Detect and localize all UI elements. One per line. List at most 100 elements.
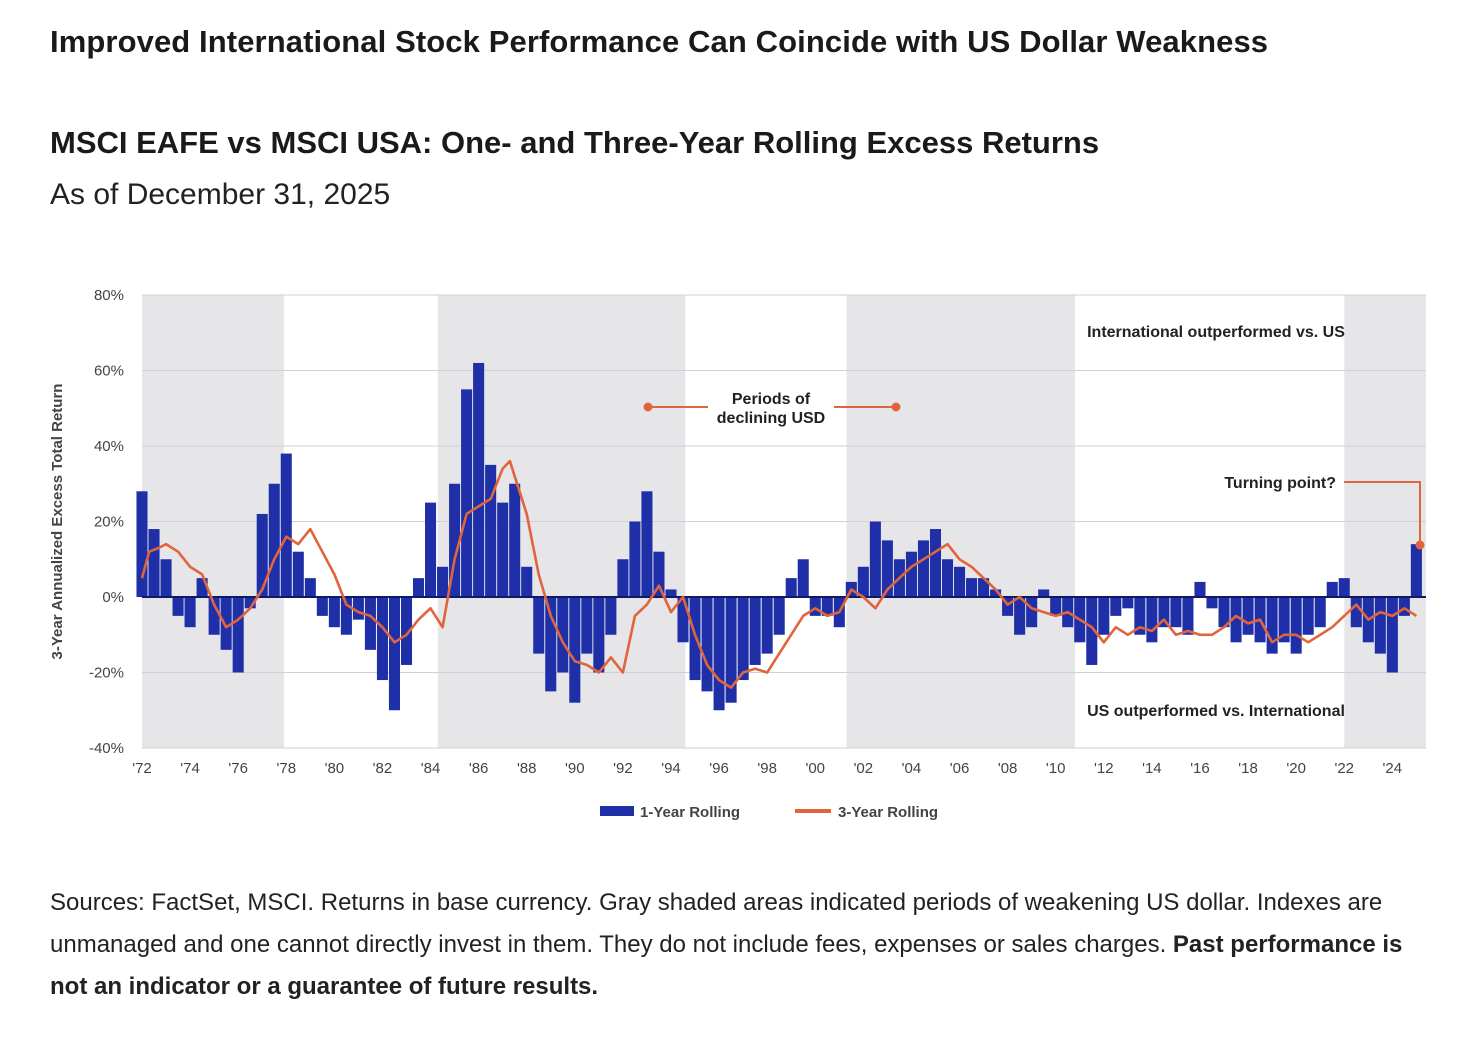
bar-1yr [641,491,653,597]
bar-1yr [388,597,401,711]
bar-1yr [1374,597,1386,654]
bar-1yr [1110,597,1122,616]
x-tick-label: '88 [517,760,537,777]
bar-1yr [316,597,328,616]
x-tick-label: '78 [276,760,296,777]
bar-1yr [256,513,268,597]
bar-1yr [304,578,316,597]
bar-1yr [1350,597,1362,628]
bar-1yr [232,597,244,673]
bar-1yr [1002,597,1014,616]
turning-point-annotation: Turning point? [1224,475,1425,550]
y-tick-label: -40% [89,740,124,757]
periods-annotation: Periods of declining USD [643,391,901,427]
bar-1yr [797,559,809,597]
bar-1yr [1158,597,1170,628]
bar-1yr [136,491,148,597]
bar-1yr [1182,597,1194,635]
bar-1yr [1146,597,1158,643]
bar-1yr [821,597,833,616]
gridlines [142,294,1426,749]
bar-1yr [941,559,954,597]
x-tick-label: '98 [757,760,777,777]
bar-1yr [1014,597,1026,635]
bar-1yr [1218,597,1230,628]
chart: 80% 60% 40% 20% 0% -20% -40% '72 '74 '76 '78 '80 '8… [49,287,1426,821]
bar-1yr [328,597,340,628]
y-tick-label: 80% [94,287,124,304]
x-tick-label: '20 [1286,760,1306,777]
bar-1yr [905,551,917,597]
bar-1yr [208,597,220,635]
periods-label-line1: Periods of [732,391,811,408]
bar-1yr [509,483,521,597]
legend: 1-Year Rolling 3-Year Rolling [600,804,938,821]
bar-1yr [1122,597,1134,609]
footnote-text: Sources: FactSet, MSCI. Returns in base … [50,889,1383,958]
bar-1yr [497,502,509,597]
bar-1yr [869,521,881,597]
bar-1yr [593,597,605,673]
x-tick-label: '72 [132,760,152,777]
x-tick-label: '02 [854,760,874,777]
bar-1yr [1194,581,1206,597]
bar-1yr [340,597,352,635]
bar-1yr [701,597,713,692]
bar-1yr [929,529,942,597]
bar-1yr [557,597,569,673]
bar-1yr [569,597,581,703]
x-tick-label: '12 [1094,760,1114,777]
bar-1yr [521,566,533,597]
x-tick-label: '06 [950,760,970,777]
legend-label-1yr: 1-Year Rolling [640,804,740,821]
x-tick-label: '86 [469,760,489,777]
bottom-region-label: US outperformed vs. International [1087,703,1345,720]
footnote-disclaimer: Past performance is not an indicator or … [50,931,1403,1000]
bar-1yr [196,578,208,597]
x-tick-label: '04 [902,760,922,777]
bar-1yr [665,589,677,597]
bar-1yr [617,559,629,597]
bar-1yr [364,597,376,650]
bar-1yr [749,597,761,665]
bar-1yr [713,597,725,711]
bar-1yr [160,559,172,597]
bar-1yr [437,566,449,597]
x-tick-label: '24 [1383,760,1403,777]
x-tick-label: '14 [1142,760,1162,777]
bar-1yr [184,597,196,628]
bar-1yr [1326,581,1338,597]
x-tick-label: '96 [709,760,729,777]
bar-1yr [1050,597,1062,616]
bar-1yr [785,578,797,597]
chart-date: As of December 31, 2025 [50,178,391,211]
x-tick-label: '08 [998,760,1018,777]
bar-1yr [376,597,388,681]
line-3yr [140,459,1418,689]
x-tick-label: '00 [805,760,825,777]
bar-1yr [425,502,437,597]
bar-1yr [1338,578,1350,597]
bar-1yr [280,453,292,597]
bar-1yr [881,540,893,597]
bar-1yr [473,362,485,597]
x-tick-label: '82 [373,760,393,777]
bar-1yr [1086,597,1098,665]
y-tick-label: 20% [94,514,124,531]
bar-1yr [1410,544,1422,597]
bar-1yr [1278,597,1290,643]
bar-1yr [1290,597,1302,654]
x-tick-label: '74 [180,760,200,777]
x-tick-label: '92 [613,760,633,777]
periods-left-marker [643,402,653,412]
x-tick-label: '22 [1334,760,1354,777]
bar-1yr [581,597,593,654]
bar-1yr [677,597,689,643]
bar-1yr [172,597,184,616]
chart-title: MSCI EAFE vs MSCI USA: One- and Three-Ye… [50,125,1100,160]
x-tick-label: '16 [1190,760,1210,777]
bar-1yr [809,597,821,616]
bar-1yr [737,597,749,681]
bar-1yr [1314,597,1326,628]
bar-1yr [1302,597,1314,635]
